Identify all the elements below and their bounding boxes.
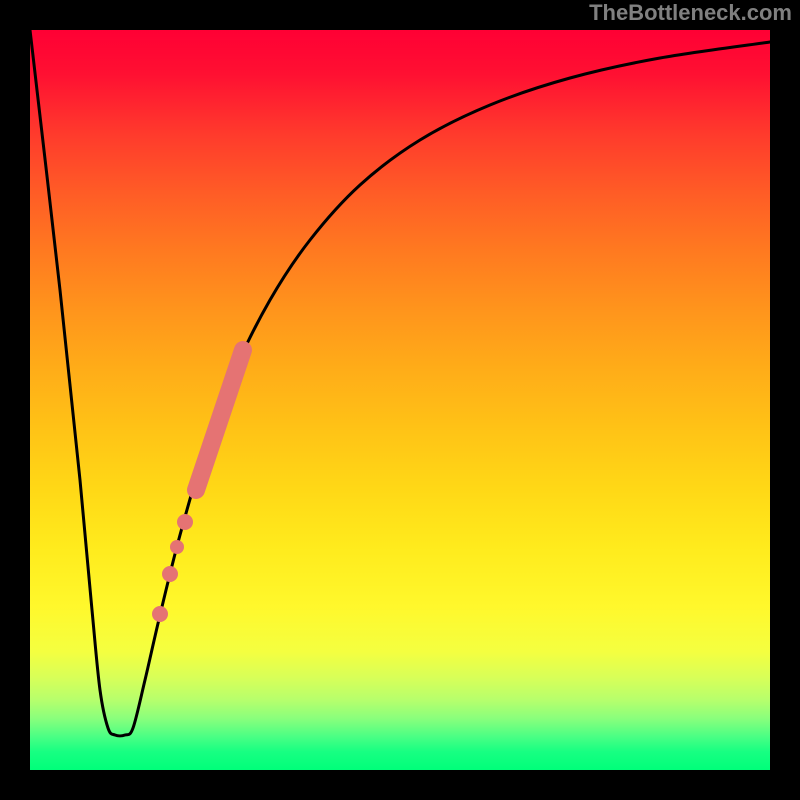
highlight-dot-0	[177, 514, 193, 530]
watermark-text: TheBottleneck.com	[589, 0, 792, 26]
highlight-dot-2	[162, 566, 178, 582]
plot-background	[30, 30, 770, 770]
highlight-dot-1	[170, 540, 184, 554]
chart-svg	[0, 0, 800, 800]
chart-container: TheBottleneck.com	[0, 0, 800, 800]
highlight-dot-3	[152, 606, 168, 622]
